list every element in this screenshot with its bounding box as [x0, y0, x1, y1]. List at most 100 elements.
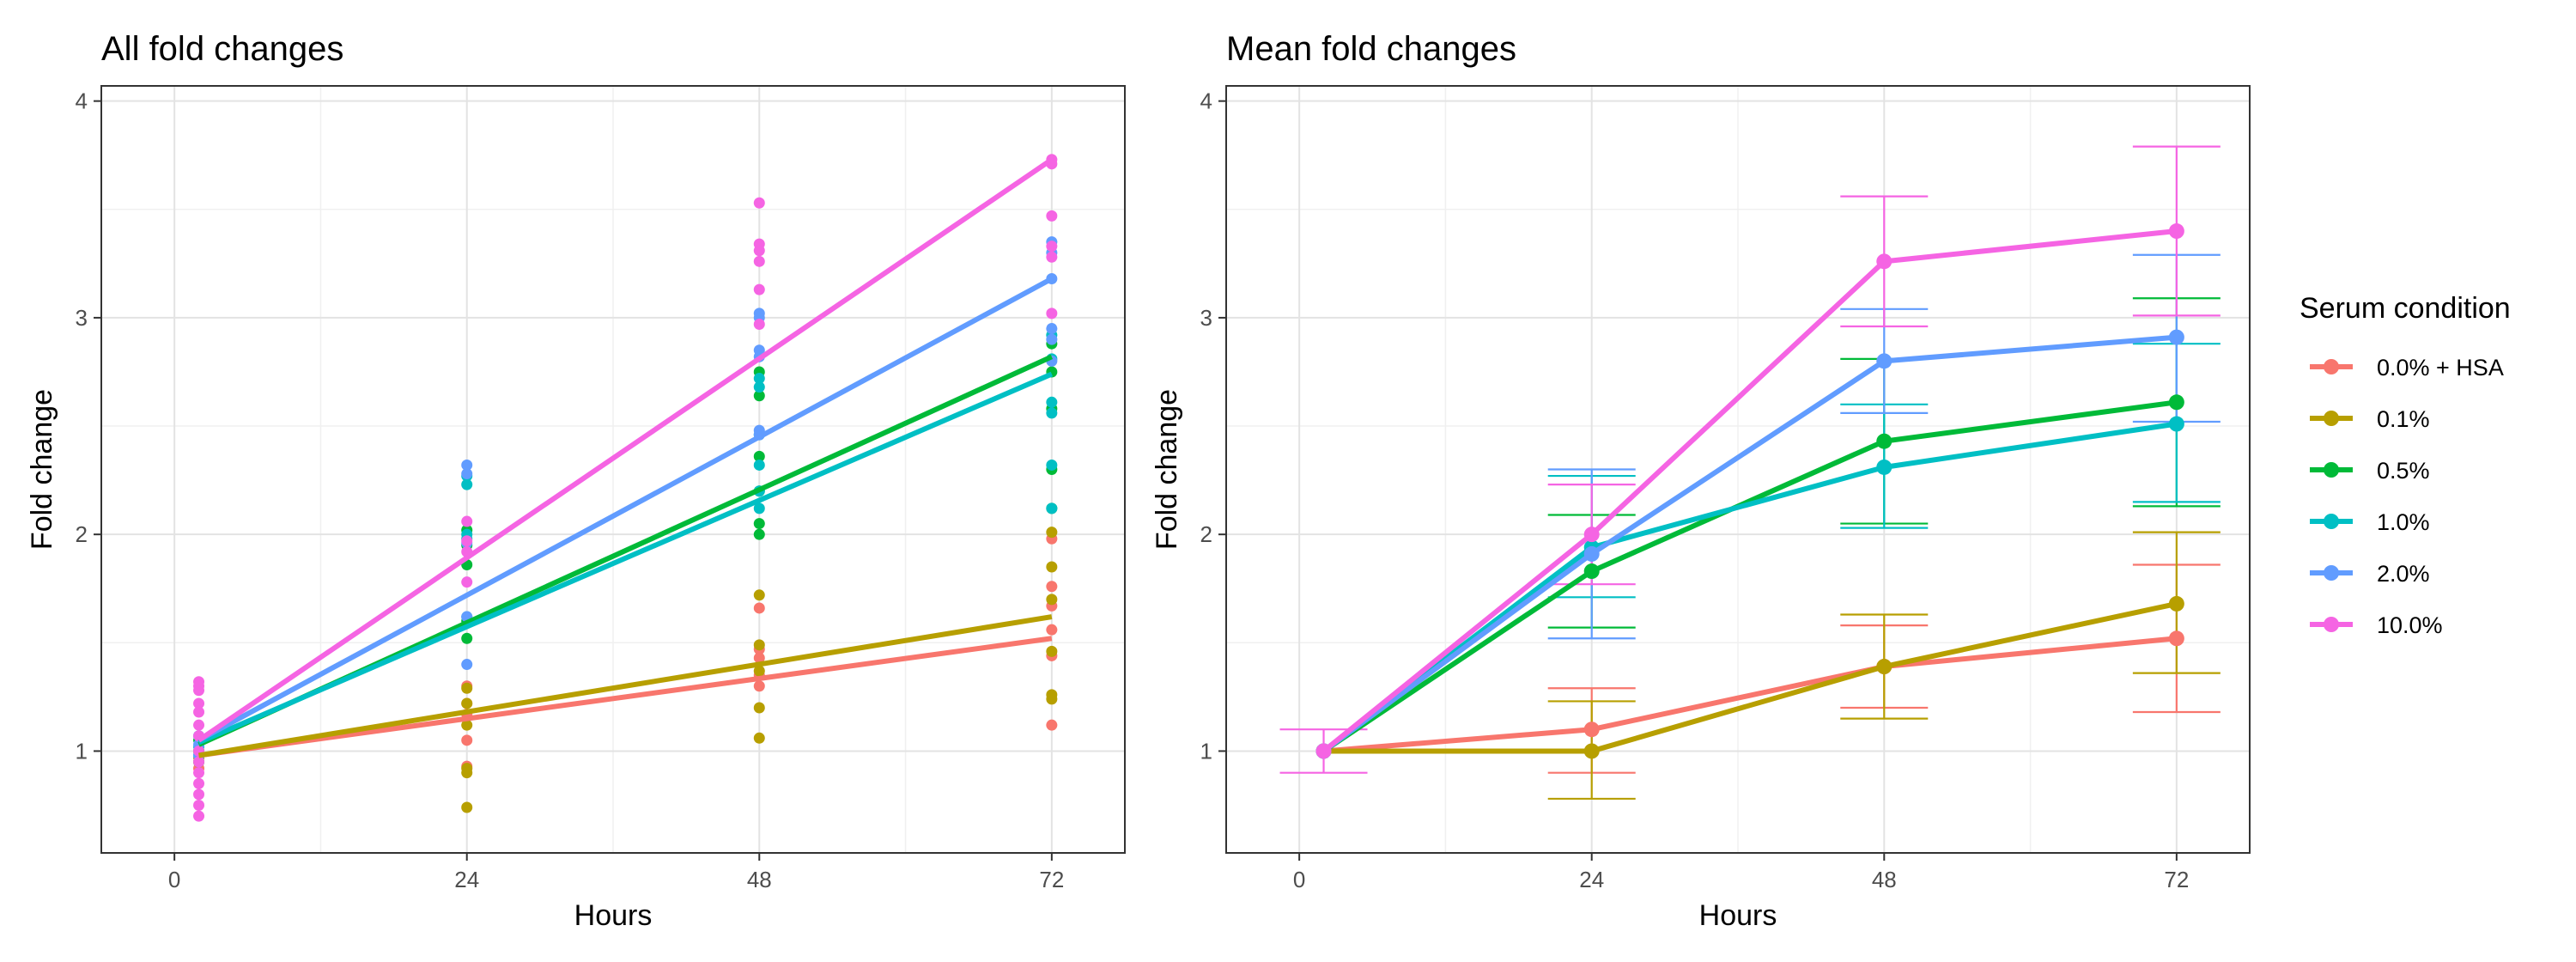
x-tick-label: 0	[1293, 867, 1305, 892]
data-point	[193, 767, 205, 779]
mean-point	[1876, 433, 1893, 449]
data-point	[753, 373, 765, 385]
errorbars-0.1%	[1547, 531, 2221, 801]
fit-line	[198, 614, 1053, 758]
series-line	[1321, 334, 2178, 753]
y-tick-label: 4	[76, 88, 88, 114]
mean-point	[1876, 459, 1893, 475]
data-point	[461, 719, 473, 731]
y-tick-label: 2	[76, 521, 88, 547]
mean-point	[2168, 416, 2184, 432]
data-point	[753, 390, 765, 402]
legend-label: 1.0%	[2377, 509, 2430, 535]
data-point	[753, 589, 765, 601]
y-tick-label: 3	[1200, 305, 1212, 331]
y-tick-label: 3	[76, 305, 88, 331]
data-point	[1046, 323, 1058, 335]
legend-item: 0.1%	[2310, 406, 2430, 432]
x-tick-label: 72	[1039, 867, 1064, 892]
data-point	[753, 639, 765, 651]
data-point	[1046, 693, 1058, 705]
data-point	[461, 515, 473, 527]
data-point	[461, 734, 473, 746]
legend-key-point	[2324, 617, 2339, 632]
data-point	[461, 801, 473, 813]
data-point	[753, 732, 765, 744]
y-tick-label: 4	[1200, 88, 1212, 114]
panel-all-fold-changes: All fold changes 0 24 48 72 1 2 3 4 Hours Fold …	[26, 30, 1126, 932]
data-point	[1046, 307, 1058, 320]
x-tick-label: 24	[454, 867, 479, 892]
x-tick-label: 72	[2164, 867, 2189, 892]
fit-line	[197, 276, 1054, 743]
legend-item: 2.0%	[2310, 561, 2430, 587]
data-point	[193, 685, 205, 697]
legend-key-point	[2324, 514, 2339, 529]
data-point	[461, 659, 473, 671]
data-point	[753, 702, 765, 714]
legend-key-point	[2324, 565, 2339, 581]
x-axis-label: Hours	[574, 899, 653, 932]
plot-frame	[100, 85, 1126, 854]
series-line	[1323, 600, 2178, 754]
y-axis-label: Fold change	[26, 389, 58, 550]
mean-point	[1876, 353, 1893, 369]
data-point	[193, 810, 205, 822]
data-point	[1046, 333, 1058, 345]
legend-label: 0.5%	[2377, 458, 2430, 484]
data-point	[753, 518, 765, 530]
series-line	[1321, 421, 2178, 753]
x-tick-label: 48	[747, 867, 772, 892]
data-point	[753, 255, 765, 267]
fit-line	[197, 157, 1054, 743]
data-point	[193, 788, 205, 801]
legend-title: Serum condition	[2300, 292, 2511, 325]
legend-key-point	[2324, 411, 2339, 426]
data-point	[753, 245, 765, 257]
data-point	[461, 535, 473, 547]
data-point	[1046, 581, 1058, 593]
data-point	[753, 652, 765, 664]
legend-label: 0.1%	[2377, 406, 2430, 432]
data-point	[193, 706, 205, 718]
data-point	[1046, 594, 1058, 606]
mean-point	[2168, 630, 2184, 647]
mean-point	[1583, 563, 1600, 580]
legend-item: 10.0%	[2310, 612, 2443, 638]
fit-line	[197, 371, 1054, 746]
mean-point	[2168, 329, 2184, 345]
data-point	[193, 756, 205, 768]
y-axis-label: Fold change	[1151, 389, 1183, 550]
data-point	[753, 381, 765, 393]
data-point	[753, 318, 765, 330]
mean-point	[1583, 545, 1600, 562]
y-tick-label: 2	[1200, 521, 1212, 547]
mean-point	[1583, 722, 1600, 738]
data-point	[1046, 502, 1058, 514]
data-point	[1046, 624, 1058, 636]
legend-key-point	[2324, 359, 2339, 374]
data-point	[1046, 459, 1058, 471]
mean-point	[1583, 527, 1600, 543]
x-tick-label: 24	[1579, 867, 1604, 892]
series-line	[1323, 636, 2178, 754]
mean-point	[1876, 659, 1893, 675]
x-tick-label: 48	[1872, 867, 1897, 892]
data-point	[1046, 719, 1058, 731]
data-point	[461, 632, 473, 644]
fit-line	[198, 636, 1053, 758]
legend-label: 0.0% + HSA	[2377, 355, 2504, 381]
panel-title: All fold changes	[101, 30, 343, 68]
data-point	[461, 478, 473, 490]
data-point	[1046, 561, 1058, 573]
data-point	[193, 719, 205, 731]
data-point	[193, 800, 205, 812]
data-point	[753, 602, 765, 614]
data-point	[753, 283, 765, 295]
mean-point	[2168, 394, 2184, 411]
panel-mean-fold-changes: Mean fold changes 0 24 48 72 1 2 3 4 Hours Fold…	[1151, 30, 2251, 932]
data-point	[461, 767, 473, 779]
panel-title: Mean fold changes	[1226, 30, 1516, 68]
data-point	[461, 576, 473, 588]
